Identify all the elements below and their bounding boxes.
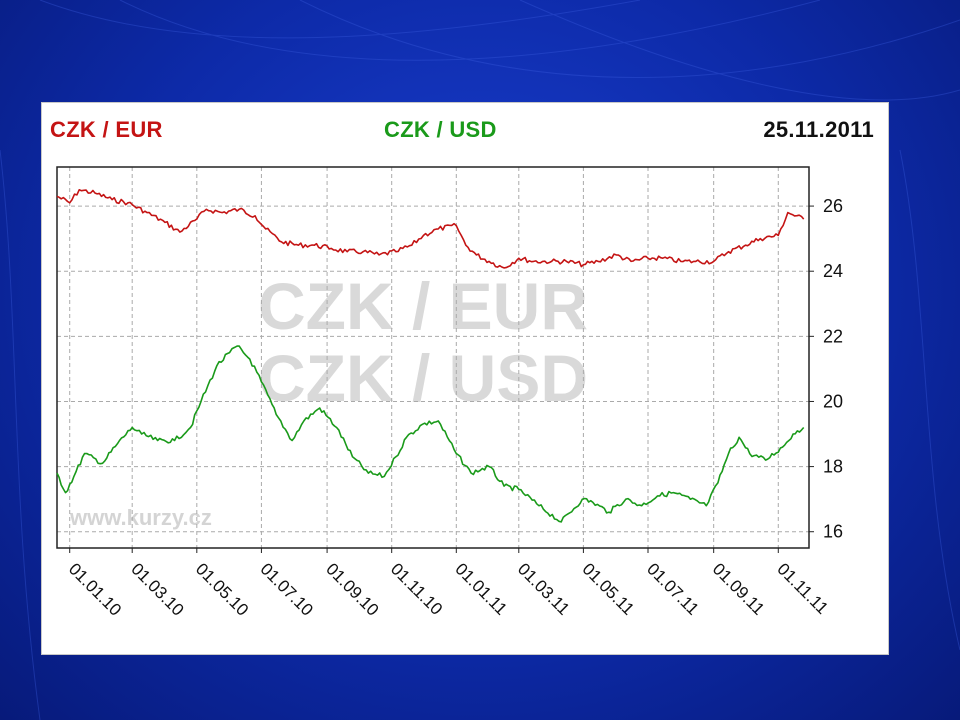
y-tick-label: 24 — [823, 261, 843, 281]
exchange-rate-plot: CZK / EUR CZK / USD www.kurzy.cz 16 18 20 2… — [56, 166, 843, 620]
series-layer — [56, 189, 805, 523]
watermark-site: www.kurzy.cz — [69, 505, 212, 530]
x-tick-label: 01.05.11 — [579, 559, 638, 618]
legend-eur-label: CZK / EUR — [50, 117, 163, 142]
eur-rate-line — [56, 189, 805, 269]
x-tick-label: 01.01.10 — [65, 559, 125, 619]
x-tick-label: 01.05.10 — [192, 559, 252, 619]
x-tick-label: 01.11.11 — [773, 559, 831, 617]
x-axis-ticks: 01.01.10 01.03.10 01.05.10 01.07.10 01.09.10… — [65, 548, 832, 620]
watermark-line-1: CZK / EUR — [258, 269, 588, 343]
x-tick-label: 01.09.11 — [709, 559, 768, 618]
watermark-line-2: CZK / USD — [258, 341, 588, 415]
chart-date: 25.11.2011 — [763, 117, 874, 142]
x-tick-label: 01.03.10 — [127, 559, 187, 619]
x-tick-label: 01.11.10 — [387, 559, 446, 618]
chart-panel: CZK / EUR CZK / USD 25.11.2011 CZK / EUR… — [42, 103, 888, 654]
x-tick-label: 01.01.11 — [451, 559, 510, 618]
y-axis-ticks: 16 18 20 22 24 26 — [809, 196, 843, 542]
plot-area-border — [56, 166, 810, 549]
y-tick-label: 18 — [823, 457, 843, 477]
x-tick-label: 01.07.11 — [643, 559, 702, 618]
y-tick-label: 22 — [823, 326, 843, 346]
y-tick-label: 26 — [823, 196, 843, 216]
y-tick-label: 16 — [823, 522, 843, 542]
legend-usd-label: CZK / USD — [384, 117, 497, 142]
x-tick-label: 01.07.10 — [257, 559, 317, 619]
x-tick-label: 01.03.11 — [514, 559, 573, 618]
x-tick-label: 01.09.10 — [322, 559, 382, 619]
y-tick-label: 20 — [823, 391, 843, 411]
usd-rate-line — [56, 345, 805, 523]
grid-layer — [57, 167, 809, 548]
